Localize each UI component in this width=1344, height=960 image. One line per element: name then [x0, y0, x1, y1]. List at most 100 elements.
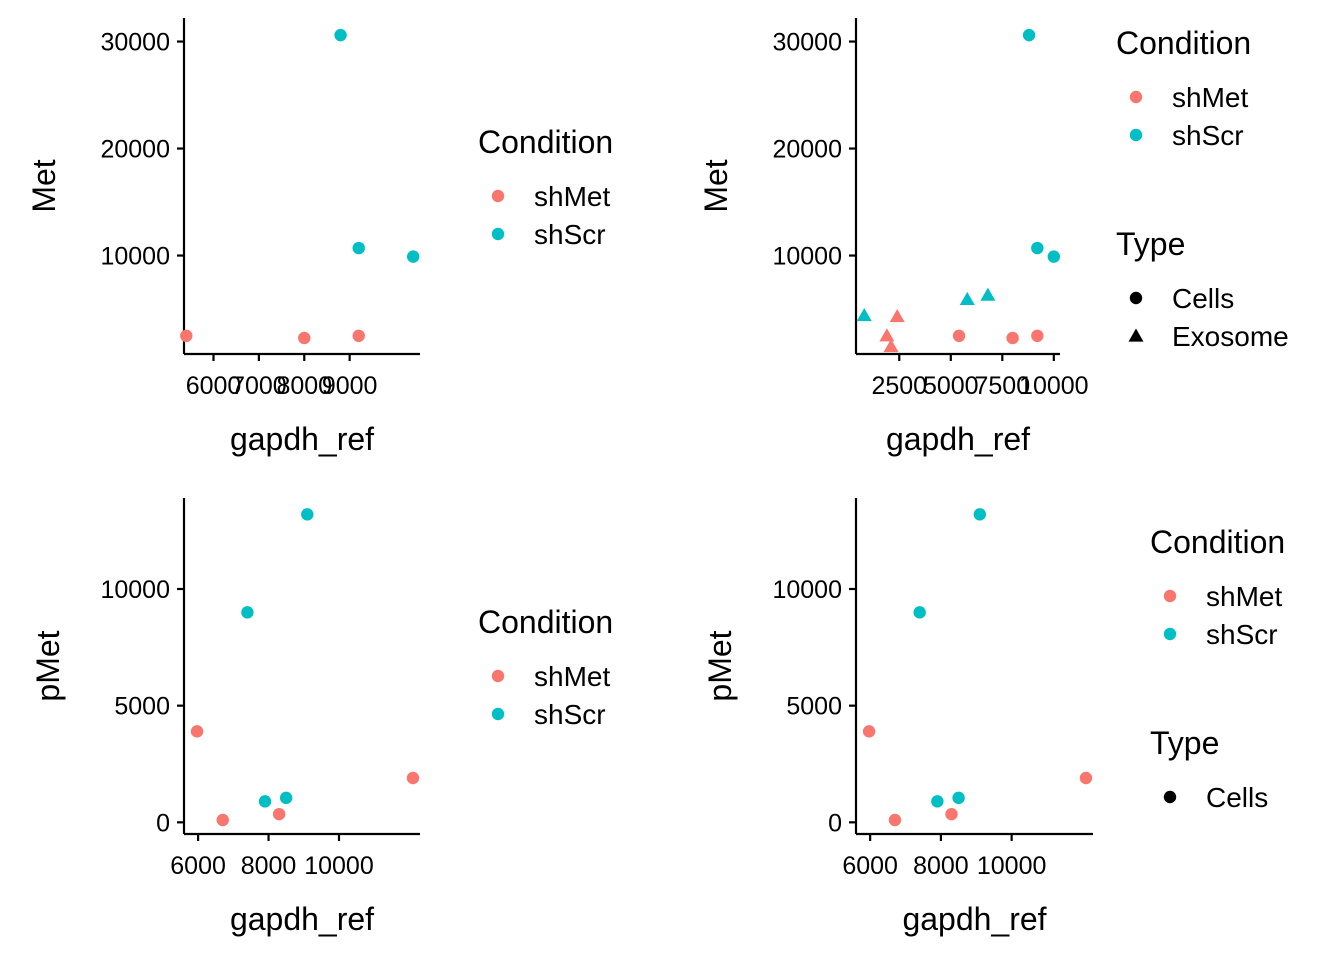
legend: Condition shMet shScr [478, 124, 613, 250]
data-point-shScr [931, 795, 944, 808]
y-tick-label: 5000 [786, 693, 842, 721]
legend-title: Condition [478, 604, 613, 640]
data-point-shMet [862, 725, 876, 738]
legend: Condition shMet shScr [478, 604, 613, 730]
data-point-shScr [856, 307, 872, 322]
data-point-shMet [272, 807, 286, 821]
y-tick-label: 10000 [100, 576, 170, 604]
y-tick-label: 20000 [100, 136, 170, 164]
chart-panel-top-right: 25005000750010000100002000030000gapdh_re… [698, 18, 1289, 457]
data-point-shMet [945, 807, 958, 821]
legend: Condition shMet shScr Type Cells [1150, 524, 1285, 813]
chart-panel-bottom-right: 6000 8000 10000 0 5000 10000 gapdh_ref pMet Cond… [702, 498, 1285, 937]
data-point-shMet [879, 328, 895, 342]
legend-key-cells [1129, 291, 1143, 305]
data-point-shMet [180, 329, 193, 343]
legend-label: shScr [534, 699, 606, 730]
data-point-shScr [279, 791, 293, 805]
legend-key-cells [1163, 790, 1177, 804]
data-point-shMet [352, 329, 365, 343]
data-point-shMet [952, 329, 966, 343]
legend-key-shmet [491, 189, 505, 203]
y-axis-title: pMet [702, 630, 738, 701]
data-point-shMet [406, 771, 420, 785]
legend-label: shMet [1206, 581, 1282, 612]
legend-label: Cells [1206, 782, 1268, 813]
y-axis-title: Met [26, 159, 62, 212]
data-point-shScr [952, 791, 965, 805]
data-point-shScr [959, 291, 975, 306]
x-axis-title: gapdh_ref [230, 901, 374, 937]
data-point-shScr [1047, 250, 1061, 263]
x-tick-label: 8000 [913, 852, 969, 880]
x-tick-label: 2500 [871, 372, 927, 400]
legend-key-shmet [1163, 589, 1177, 603]
data-point-shMet [889, 309, 905, 323]
legend-title: Condition [1150, 524, 1285, 560]
x-tick-label: 10000 [304, 852, 374, 880]
x-tick-label: 6000 [170, 852, 226, 880]
data-point-shScr [913, 606, 926, 619]
y-tick-label: 0 [156, 809, 170, 837]
data-point-shMet [216, 813, 229, 827]
x-tick-label: 6000 [842, 852, 898, 880]
y-axis-title: Met [698, 159, 734, 212]
legend-label: shMet [534, 181, 610, 212]
legend-label: Cells [1172, 283, 1234, 314]
legend-key-shscr [1129, 128, 1143, 142]
data-point-shScr [352, 241, 365, 255]
data-point-shScr [301, 508, 314, 521]
data-point-shScr [406, 250, 420, 263]
x-tick-label: 8000 [276, 372, 332, 400]
y-tick-label: 10000 [772, 243, 842, 271]
data-point-shScr [241, 606, 254, 619]
x-tick-label: 5000 [923, 372, 979, 400]
legend-key-shscr [1163, 627, 1177, 641]
data-point-shMet [888, 813, 902, 827]
data-point-shScr [1031, 241, 1044, 255]
legend-label: shMet [534, 661, 610, 692]
data-point-shScr [1022, 28, 1036, 42]
data-point-shMet [298, 331, 311, 345]
data-point-shScr [973, 508, 987, 521]
x-tick-label: 10000 [977, 852, 1047, 880]
legend-key-shscr [491, 707, 505, 721]
y-axis-title: pMet [30, 630, 66, 701]
data-point-shMet [1079, 771, 1093, 785]
legend-label: shScr [1172, 120, 1244, 151]
data-point-shMet [1006, 331, 1019, 345]
data-point-shScr [334, 28, 347, 42]
legend-key-shmet [491, 669, 505, 683]
legend-key-shmet [1129, 90, 1143, 104]
x-tick-label: 9000 [322, 372, 378, 400]
y-tick-label: 20000 [772, 136, 842, 164]
data-point-shMet [190, 725, 204, 738]
y-tick-label: 10000 [772, 576, 842, 604]
legend-label: shScr [534, 219, 606, 250]
legend-key-exosome [1128, 328, 1144, 342]
legend-title: Condition [478, 124, 613, 160]
legend-label: shScr [1206, 619, 1278, 650]
x-tick-label: 7000 [231, 372, 287, 400]
x-axis-title: gapdh_ref [230, 421, 374, 457]
legend-label: shMet [1172, 82, 1248, 113]
legend-title: Type [1150, 725, 1219, 761]
legend-title: Type [1116, 226, 1185, 262]
legend-label: Exosome [1172, 321, 1289, 352]
data-point-shMet [1031, 329, 1044, 343]
x-axis-title: gapdh_ref [902, 901, 1046, 937]
chart-panel-bottom-left: 6000 8000 100000500010000gapdh_refpMetCond… [30, 498, 613, 937]
y-tick-label: 0 [828, 809, 842, 837]
y-tick-label: 30000 [100, 29, 170, 57]
legend-key-shscr [491, 227, 505, 241]
x-tick-label: 8000 [241, 852, 297, 880]
x-tick-label: 7500 [974, 372, 1030, 400]
legend-title: Condition [1116, 25, 1251, 61]
y-tick-label: 30000 [772, 29, 842, 57]
x-tick-label: 10000 [1019, 372, 1089, 400]
data-point-shScr [980, 287, 996, 301]
x-axis-title: gapdh_ref [886, 421, 1030, 457]
data-point-shMet [883, 339, 899, 353]
